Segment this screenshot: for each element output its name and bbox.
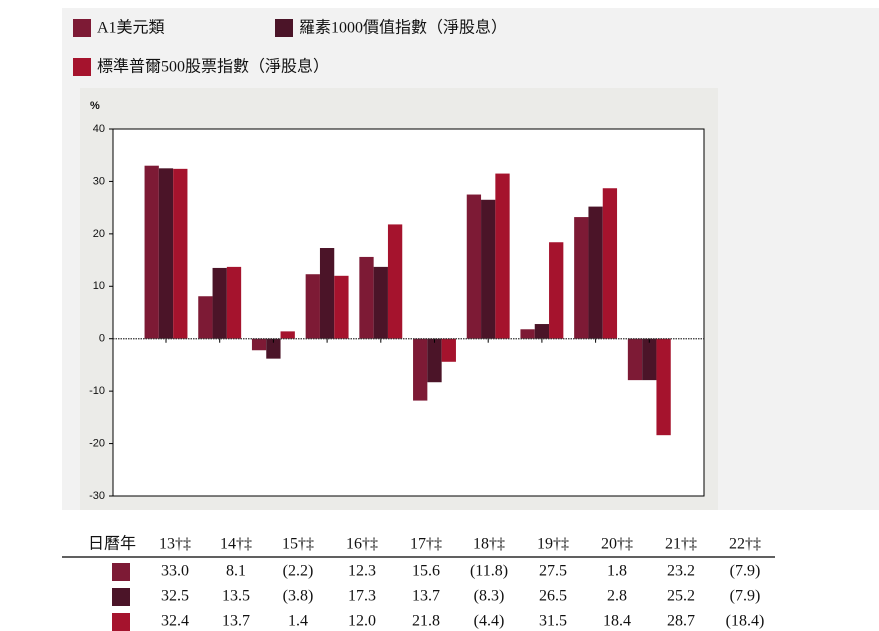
table-cell: 27.5 [539, 563, 567, 580]
table-cell: 25.2 [667, 588, 695, 605]
bar [373, 266, 388, 339]
table-column-header: 18†‡ [473, 536, 505, 553]
table-cell: 13.5 [222, 588, 250, 605]
table-cell: 15.6 [412, 563, 440, 580]
y-tick-label: 30 [93, 175, 105, 187]
legend-swatch [73, 58, 91, 76]
table-cell: (2.2) [283, 563, 314, 580]
table-column-header: 22†‡ [729, 536, 761, 553]
table-swatch [112, 588, 130, 606]
table-cell: 18.4 [603, 613, 631, 630]
bar [481, 199, 496, 339]
table-swatch [112, 613, 130, 631]
table-cell: (18.4) [726, 613, 765, 630]
y-tick-label: -10 [89, 385, 105, 397]
bar [319, 248, 335, 339]
y-unit-label: % [90, 100, 100, 112]
bar [574, 217, 589, 339]
table-cell: 32.5 [161, 588, 189, 605]
table-cell: 2.8 [607, 588, 627, 605]
bar [198, 296, 213, 339]
bar [387, 224, 403, 339]
legend-label: A1美元類 [97, 19, 165, 37]
table-cell: (3.8) [283, 588, 314, 605]
bar [266, 338, 281, 359]
table-column-header: 16†‡ [346, 536, 378, 553]
bar [280, 331, 295, 339]
table-swatch [112, 563, 130, 581]
table-cell: (8.3) [474, 588, 505, 605]
table-cell: 17.3 [348, 588, 376, 605]
table-column-header: 14†‡ [220, 536, 252, 553]
bar [602, 188, 618, 339]
bar [413, 338, 428, 401]
bar [534, 324, 550, 339]
bar [173, 168, 188, 339]
table-cell: 26.5 [539, 588, 567, 605]
table-column-header: 19†‡ [537, 536, 569, 553]
table-column-header: 13†‡ [159, 536, 191, 553]
y-tick-label: 40 [93, 123, 105, 135]
table-column-header: 20†‡ [601, 536, 633, 553]
table-cell: 32.4 [161, 613, 189, 630]
table-cell: 12.3 [348, 563, 376, 580]
table-cell: 12.0 [348, 613, 376, 630]
table-cell: (4.4) [474, 613, 505, 630]
bar [495, 173, 510, 339]
y-tick-label: -20 [89, 437, 105, 449]
y-tick-label: 0 [99, 333, 105, 345]
table-cell: 13.7 [222, 613, 250, 630]
table-cell: 1.4 [288, 613, 308, 630]
bar [549, 242, 564, 339]
table-header-label: 日曆年 [88, 535, 136, 553]
bar [226, 266, 242, 339]
bar [441, 338, 456, 362]
bar [656, 338, 671, 436]
table-column-header: 15†‡ [282, 536, 314, 553]
bar [588, 206, 603, 339]
bar [466, 194, 482, 339]
y-tick-label: -30 [89, 490, 105, 502]
bar [627, 338, 643, 381]
table-cell: 31.5 [539, 613, 567, 630]
y-tick-label: 20 [93, 228, 105, 240]
bar [334, 275, 349, 339]
table-cell: 23.2 [667, 563, 695, 580]
bar [251, 338, 267, 351]
bar [158, 168, 174, 339]
table-cell: 28.7 [667, 613, 695, 630]
table-cell: 8.1 [226, 563, 246, 580]
y-tick-label: 10 [93, 280, 105, 292]
bar [359, 256, 374, 339]
legend-label: 標準普爾500股票指數（淨股息） [97, 58, 329, 76]
table-cell: 13.7 [412, 588, 440, 605]
bar [212, 267, 227, 339]
bar [305, 274, 320, 339]
bar [520, 329, 535, 339]
table-cell: (11.8) [470, 563, 508, 580]
table-cell: (7.9) [730, 563, 761, 580]
table-cell: 1.8 [607, 563, 627, 580]
legend-swatch [73, 19, 91, 37]
bar [642, 338, 657, 381]
table-cell: 33.0 [161, 563, 189, 580]
legend-swatch [275, 19, 293, 37]
table-column-header: 21†‡ [665, 536, 697, 553]
bar [144, 165, 159, 339]
table-column-header: 17†‡ [410, 536, 442, 553]
legend-label: 羅素1000價值指數（淨股息） [299, 19, 507, 37]
table-cell: 21.8 [412, 613, 440, 630]
table-cell: (7.9) [730, 588, 761, 605]
bar [427, 338, 442, 383]
